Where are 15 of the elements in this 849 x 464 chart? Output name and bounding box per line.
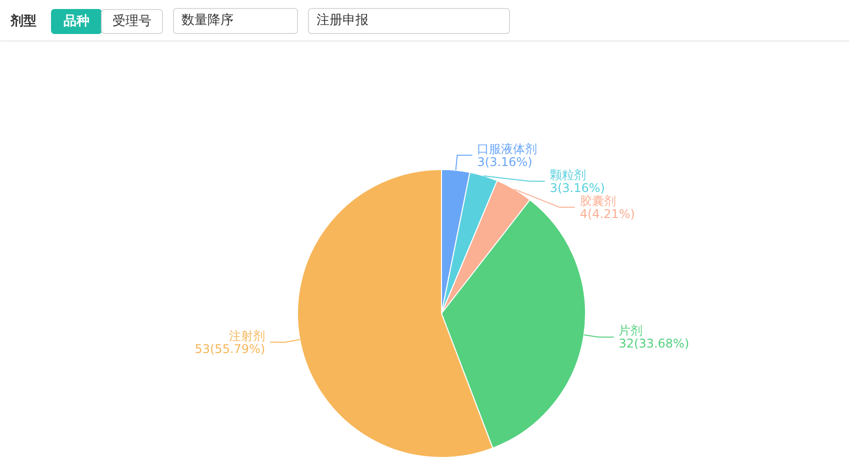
data-label: 4(4.21%) bbox=[580, 206, 635, 221]
text: 数量降序 bbox=[182, 12, 234, 28]
data-label: 53(55.79%) bbox=[194, 342, 266, 356]
slice-label: 胶囊剂 bbox=[580, 194, 616, 208]
text: 受理号 bbox=[112, 14, 152, 29]
text: 品种 bbox=[64, 14, 90, 29]
slice-label: 注射剂 bbox=[229, 328, 266, 343]
slice-label: 口服液体剂 bbox=[477, 142, 538, 156]
data-label: 3(3.16%) bbox=[477, 154, 532, 169]
slice-label: 颗粒剂 bbox=[550, 168, 586, 182]
data-label: 32(33.68%) bbox=[618, 336, 690, 351]
text: 注册申报 bbox=[316, 13, 368, 28]
text: 剂型 bbox=[10, 13, 36, 29]
data-label: 3(3.16%) bbox=[550, 180, 605, 195]
slice-label: 片剂 bbox=[618, 324, 643, 338]
